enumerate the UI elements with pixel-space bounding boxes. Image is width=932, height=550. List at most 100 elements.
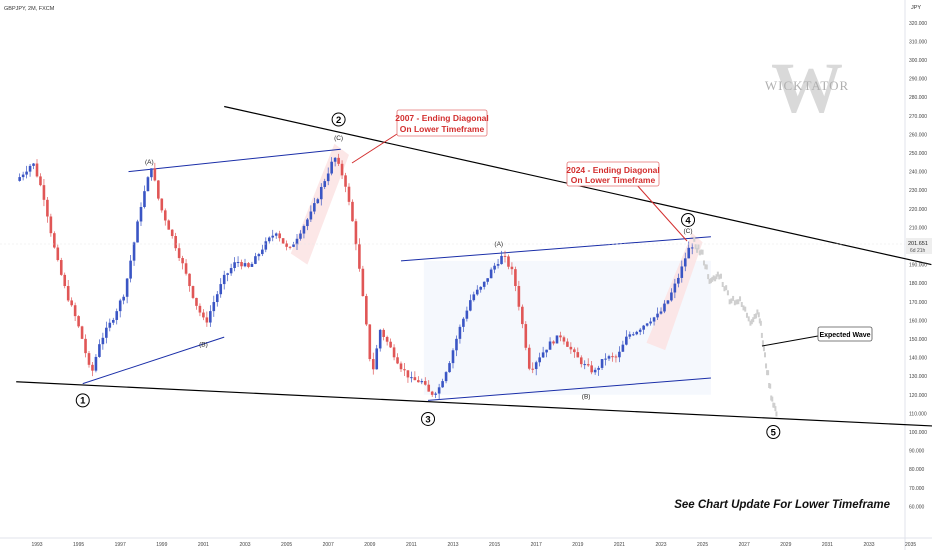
candle-body [21,174,25,178]
candle-body [365,296,368,325]
projected-candle [764,352,766,358]
projected-candle [745,312,748,318]
candle-body [500,255,503,265]
candle-body [302,226,306,234]
candle-body [652,317,656,322]
candle-body [163,210,167,221]
y-tick-label: 130.000 [909,374,927,380]
candle-body [195,297,198,306]
candle-body [25,171,28,175]
y-tick-label: 230.000 [909,188,927,194]
wave-5-label: 5 [771,427,777,438]
currency-label: JPY [911,5,921,11]
candle-body [673,283,677,293]
candle-body [375,348,379,370]
projected-candle [714,276,717,282]
x-tick-label: 2017 [531,542,542,548]
candle-body [573,349,576,353]
candle-body [576,352,580,358]
candle-body [18,177,21,181]
x-tick-label: 2007 [323,542,334,548]
projected-candle [766,370,769,376]
candle-body [167,220,171,230]
candle-body [87,353,91,365]
trendline-B-line-2 [428,377,711,401]
x-tick-label: 2015 [489,542,500,548]
candle-body [333,157,337,162]
candle-body [486,278,489,282]
candle-body [66,286,70,301]
projected-candle [770,395,773,401]
projected-candle [759,320,762,326]
projected-candle [693,236,696,242]
candle-body [663,303,666,312]
candle-body [510,266,514,270]
candle-body [479,286,483,290]
candle-body [215,294,219,303]
projected-candle [698,250,701,256]
projected-candle [772,402,775,408]
projected-candle [732,295,735,301]
x-tick-label: 2011 [406,542,417,548]
candle-body [399,363,403,370]
projected-candle [704,264,707,270]
projected-candle [711,276,714,282]
trendline-B-line-1 [82,336,225,385]
candle-body [247,263,250,267]
candle-body [306,219,309,227]
x-tick-label: 2019 [572,542,583,548]
x-tick-label: 1997 [115,542,126,548]
candle-body [188,273,191,287]
candle-body [153,168,157,181]
candle-body [614,356,618,358]
projected-candle [719,273,722,279]
wave-sub-label: (B) [199,341,208,348]
candle-body [236,262,240,264]
candle-body [136,221,139,243]
y-tick-label: 220.000 [909,207,927,213]
projected-candle [723,286,726,292]
y-tick-label: 190.000 [909,263,927,269]
axes: 60.00070.00080.00090.000100.000110.00012… [31,21,927,548]
candle-body [531,368,535,370]
candle-body [687,247,691,259]
projected-candle [775,411,778,417]
callout-2024-line1: 2024 - Ending Diagonal [566,165,660,175]
projected-candle [750,319,753,325]
candle-body [73,305,77,317]
candle-body [105,327,108,338]
projected-candle [749,320,752,326]
y-tick-label: 210.000 [909,225,927,231]
projected-candle [708,278,711,284]
candle-body [618,351,621,358]
candle-body [122,296,125,301]
candle-body [209,311,212,323]
projected-candle [733,300,736,306]
diagonal-zone-2007 [290,143,349,265]
candle-body [358,244,361,269]
candle-body [534,362,538,370]
projected-candle [769,383,772,389]
projected-candle [744,306,747,312]
candle-body [198,305,202,313]
candle-body [316,199,320,204]
footer-note: See Chart Update For Lower Timeframe [674,499,890,511]
last-price-countdown: 6d 21h [910,248,926,254]
candle-body [139,207,143,222]
candle-body [132,242,136,261]
wave-2-circle [331,112,346,127]
candle-body [309,211,313,220]
x-tick-label: 1999 [156,542,167,548]
projected-candle [726,290,729,296]
candle-body [507,256,510,267]
candle-body [514,269,517,287]
candle-body [541,352,545,358]
candle-body [91,364,94,371]
candle-body [233,262,236,269]
expected-wave-box [817,326,873,342]
projected-candle [758,318,761,324]
candle-body [423,381,427,385]
candle-body [427,384,431,392]
candle-body [49,216,53,234]
projected-candle [702,260,705,266]
